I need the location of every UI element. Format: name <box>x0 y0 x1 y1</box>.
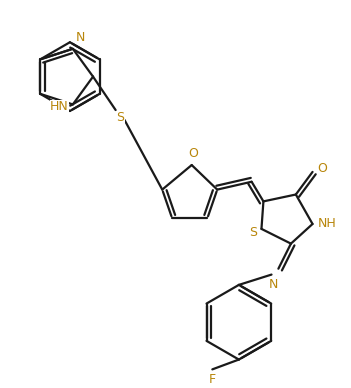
Text: N: N <box>76 31 85 44</box>
Text: O: O <box>189 147 199 160</box>
Text: N: N <box>269 278 278 291</box>
Text: F: F <box>209 373 216 386</box>
Text: HN: HN <box>50 100 69 113</box>
Text: NH: NH <box>317 218 336 230</box>
Text: S: S <box>117 111 125 125</box>
Text: O: O <box>317 163 327 175</box>
Text: S: S <box>250 226 258 239</box>
